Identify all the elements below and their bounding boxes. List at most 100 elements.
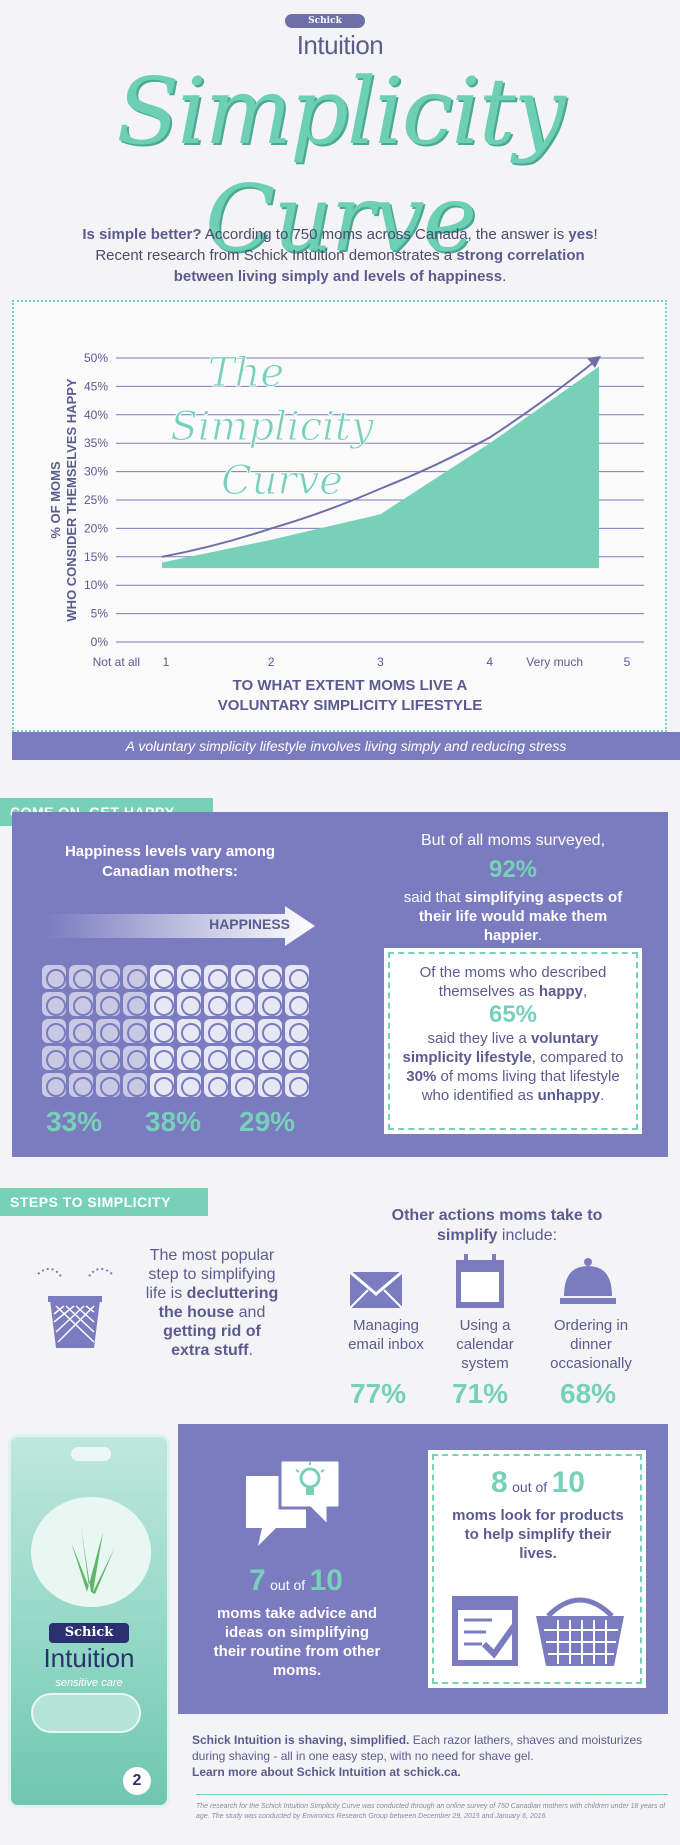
face-icon <box>177 1046 201 1070</box>
box-t10: . <box>600 1087 605 1104</box>
x-tick-label: 3 <box>377 655 384 669</box>
advice-t2: from other moms <box>272 1643 381 1679</box>
products-den: 10 <box>551 1466 585 1499</box>
products-t3: to help <box>464 1526 518 1543</box>
box-t6: , compared to <box>531 1049 624 1066</box>
steps-tag: STEPS TO SIMPLICITY <box>0 1188 208 1216</box>
declutter-t2: decluttering the house <box>158 1285 279 1321</box>
box-t3: , <box>583 983 588 1000</box>
x-tick-label: 4 <box>486 655 493 669</box>
face-icon <box>204 992 228 1016</box>
products-t5: . <box>552 1545 557 1562</box>
x-axis-title-line2: VOLUNTARY SIMPLICITY LIFESTYLE <box>218 697 482 714</box>
surveyed-t3: . <box>538 927 543 944</box>
trash-icon <box>30 1262 120 1352</box>
trend-arrowhead <box>587 356 601 368</box>
y-tick-label: 10% <box>84 578 108 592</box>
y-tick-label: 35% <box>84 436 108 450</box>
face-icon <box>258 1046 282 1070</box>
face-icon <box>123 992 147 1016</box>
intro-3: yes <box>568 226 594 243</box>
face-icon <box>123 965 147 989</box>
package-variant: sensitive care <box>55 1677 123 1689</box>
x-tick-label: 5 <box>624 655 631 669</box>
arrow-graphic <box>45 906 315 946</box>
face-icon <box>96 992 120 1016</box>
face-icon <box>150 992 174 1016</box>
face-icon <box>69 1073 93 1097</box>
products-text: moms look for products to help simplify … <box>448 1506 628 1563</box>
face-icon <box>69 992 93 1016</box>
face-icon <box>42 992 66 1016</box>
box-t2: happy <box>538 983 584 1000</box>
y-tick-label: 45% <box>84 379 108 393</box>
box-t4: said they live a <box>427 1030 531 1047</box>
chart-title-line: The <box>208 350 284 396</box>
declutter-t1: The most popular step to simplifying lif… <box>145 1247 276 1302</box>
face-icon <box>285 1073 309 1097</box>
face-icon <box>285 992 309 1016</box>
action-label-dinner: Ordering in dinner occasionally <box>550 1317 632 1372</box>
surveyed-pct: 92% <box>488 856 538 883</box>
advice-text: moms take advice and ideas on simplifyin… <box>212 1604 382 1680</box>
box-t5: voluntary simplicity lifestyle <box>402 1030 599 1066</box>
razor-image <box>31 1693 141 1733</box>
face-icon <box>42 1073 66 1097</box>
advice-t3: . <box>317 1662 322 1679</box>
action-label-email: Managing email inbox <box>348 1317 424 1353</box>
calendar-icon <box>452 1252 508 1312</box>
product-package: Schick Intuition sensitive care 2 <box>8 1434 170 1808</box>
face-icon <box>231 965 255 989</box>
face-icon <box>231 1019 255 1043</box>
action-label-calendar: Using a calendar system <box>456 1317 514 1372</box>
y-tick-label: 40% <box>84 408 108 422</box>
face-icon <box>231 1046 255 1070</box>
face-icon <box>69 1046 93 1070</box>
surveyed-intro: But of all moms surveyed, <box>420 832 606 849</box>
footer-fineprint: The research for the Schick Intuition Si… <box>196 1803 666 1820</box>
y-tick-label: 50% <box>84 351 108 365</box>
y-tick-label: 5% <box>91 607 109 621</box>
advice-den: 10 <box>309 1564 343 1597</box>
y-axis-title: % OF MOMSWHO CONSIDER THEMSELVES HAPPY <box>48 378 79 622</box>
intro-6: . <box>502 268 507 285</box>
happy-stat-box <box>384 948 642 1134</box>
surveyed-text: said that simplifying aspects of their l… <box>398 888 628 945</box>
face-icon <box>231 1073 255 1097</box>
face-icon <box>204 1073 228 1097</box>
products-out-of: out of <box>512 1479 548 1495</box>
face-icon <box>123 1073 147 1097</box>
y-tick-label: 15% <box>84 550 108 564</box>
package-count: 2 <box>123 1767 151 1795</box>
happy-box-text: Of the moms who described themselves as … <box>395 963 631 1105</box>
y-tick-label: 30% <box>84 465 108 479</box>
products-t1: moms look for <box>452 1507 560 1524</box>
face-icon <box>150 965 174 989</box>
face-icon <box>258 1019 282 1043</box>
intro-q: Is simple better? <box>82 226 202 243</box>
products-t4: simplify their lives <box>517 1526 612 1562</box>
face-icon <box>96 1046 120 1070</box>
other-actions-text: Other actions moms take to simplify incl… <box>372 1206 622 1246</box>
faces-grid <box>42 965 309 1097</box>
advice-num: 7 <box>249 1564 266 1597</box>
envelope-icon <box>346 1262 406 1312</box>
box-t9: unhappy <box>537 1087 601 1104</box>
surveyed-t2: simplifying aspects of their life would … <box>418 889 623 944</box>
face-icon <box>204 1046 228 1070</box>
face-icon <box>258 965 282 989</box>
happiness-arrow <box>45 906 315 946</box>
face-icon <box>123 1019 147 1043</box>
face-icon <box>177 1019 201 1043</box>
advice-out-of: out of <box>270 1577 306 1593</box>
footer-text: Schick Intuition is shaving, simplified.… <box>192 1732 654 1780</box>
other-t1: Other actions moms take to simplify <box>391 1207 603 1244</box>
face-icon <box>285 1046 309 1070</box>
face-icon <box>204 1019 228 1043</box>
speech-bubble-icon <box>236 1446 346 1556</box>
chart-title-line: Simplicity <box>170 404 375 450</box>
trend-line <box>161 357 600 558</box>
face-icon <box>204 965 228 989</box>
face-icon <box>258 1073 282 1097</box>
face-icon <box>177 992 201 1016</box>
